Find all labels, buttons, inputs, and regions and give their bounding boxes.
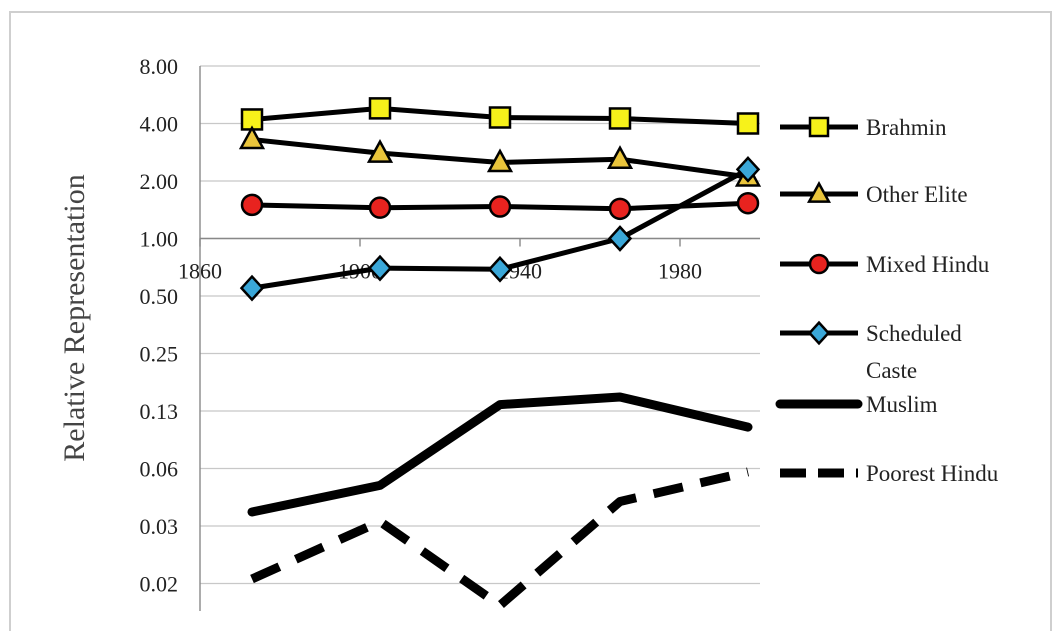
marker-scheduled-caste — [607, 225, 633, 252]
y-tick-label: 0.13 — [140, 399, 179, 424]
marker-brahmin — [608, 107, 632, 130]
marker-other-elite — [486, 148, 514, 173]
marker-mixed-hindu — [240, 193, 264, 217]
y-tick-label: 0.06 — [140, 457, 179, 482]
marker-scheduled-caste — [487, 255, 513, 283]
marker-scheduled-caste — [367, 254, 393, 282]
marker-mixed-hindu — [736, 191, 760, 215]
legend-label: Muslim — [866, 392, 938, 417]
line-chart: Relative Representation 8.00 4.00 2.00 1.00 0… — [58, 54, 999, 611]
y-tick-label: 0.02 — [140, 572, 179, 597]
y-tick-label: 2.00 — [140, 169, 179, 194]
marker-scheduled-caste — [239, 274, 265, 302]
legend-label: Mixed Hindu — [866, 252, 990, 277]
legend-label: Other Elite — [866, 182, 968, 207]
x-tick-label: 1980 — [658, 259, 702, 284]
legend-item-other-elite: Other Elite — [780, 181, 968, 207]
y-tick-label: 0.50 — [140, 284, 179, 309]
y-tick-label: 0.25 — [140, 342, 179, 367]
series-line-muslim — [247, 392, 753, 517]
legend-label: Scheduled — [866, 321, 962, 346]
marker-scheduled-caste — [735, 156, 761, 183]
legend-label: Caste — [866, 358, 917, 383]
marker-other-elite — [238, 125, 266, 150]
y-axis-label: Relative Representation — [58, 174, 91, 461]
legend-item-poorest-hindu: Poorest Hindu — [780, 461, 999, 486]
y-tick-label: 4.00 — [140, 112, 179, 137]
legend-marker-other-elite — [806, 181, 832, 203]
marker-mixed-hindu — [608, 197, 632, 221]
legend-item-brahmin: Brahmin — [780, 115, 947, 140]
marker-brahmin — [368, 97, 392, 120]
legend-marker-mixed-hindu — [808, 253, 830, 275]
series-layer — [238, 97, 762, 610]
marker-brahmin — [488, 106, 512, 129]
legend-label: Poorest Hindu — [866, 461, 999, 486]
legend-item-muslim: Muslim — [775, 392, 938, 417]
marker-mixed-hindu — [488, 195, 512, 218]
marker-mixed-hindu — [368, 196, 392, 219]
marker-other-elite — [366, 138, 394, 163]
y-tick-label: 1.00 — [140, 227, 179, 252]
legend-label: Brahmin — [866, 115, 947, 140]
legend-item-scheduled-caste: Scheduled Caste — [780, 320, 962, 383]
marker-other-elite — [606, 145, 634, 169]
marker-brahmin — [736, 112, 760, 135]
legend-item-mixed-hindu: Mixed Hindu — [780, 252, 990, 277]
legend-marker-scheduled-caste — [807, 320, 831, 346]
legend-marker-brahmin — [808, 116, 830, 138]
series-line-poorest-hindu — [250, 467, 750, 610]
chart-frame — [9, 11, 1052, 631]
y-tick-label: 8.00 — [140, 54, 179, 79]
x-tick-label: 1860 — [178, 259, 222, 284]
y-tick-label: 0.03 — [140, 514, 179, 539]
